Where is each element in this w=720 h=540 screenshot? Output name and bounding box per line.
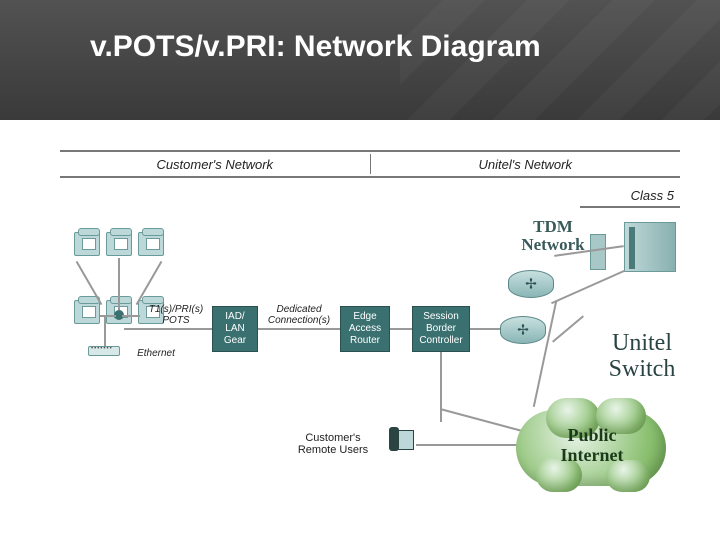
dedicated-label: DedicatedConnection(s) [262,304,336,326]
line [390,328,412,330]
unitel-section-label: Unitel's Network [371,152,681,176]
remote-users-label: Customer'sRemote Users [288,432,378,456]
header-bar: v.POTS/v.PRI: Network Diagram [0,0,720,120]
line [258,328,340,330]
line [124,328,212,330]
unitel-switch-label: UnitelSwitch [592,330,692,383]
line [533,301,557,407]
line [118,258,120,310]
class5-label: Class 5 [580,186,680,208]
line [122,315,140,317]
switch-rack-icon [624,222,676,272]
line [552,315,584,342]
server-icon [88,346,120,356]
phone-icon [74,300,100,324]
line [104,316,106,346]
t1-pri-label: T1(s)/PRI(s)POTS [140,304,212,326]
ear-box: EdgeAccessRouter [340,306,390,352]
section-headers: Customer's Network Unitel's Network [60,150,680,178]
line [416,444,524,446]
iad-box: IAD/LANGear [212,306,258,352]
sbc-box: SessionBorderController [412,306,470,352]
phone-icon [74,232,100,256]
phone-icon [106,232,132,256]
router-icon [508,270,554,298]
line [441,408,528,433]
stack-icon [590,234,606,270]
line [551,270,625,304]
router-icon [500,316,546,344]
phone-icon [138,232,164,256]
ethernet-label: Ethernet [126,348,186,359]
tdm-label: TDMNetwork [508,218,598,254]
ip-phone-icon [392,430,414,450]
public-internet-label: PublicInternet [536,426,648,466]
line [100,315,116,317]
customer-section-label: Customer's Network [60,152,370,176]
page-title: v.POTS/v.PRI: Network Diagram [90,30,541,64]
line [440,352,442,422]
